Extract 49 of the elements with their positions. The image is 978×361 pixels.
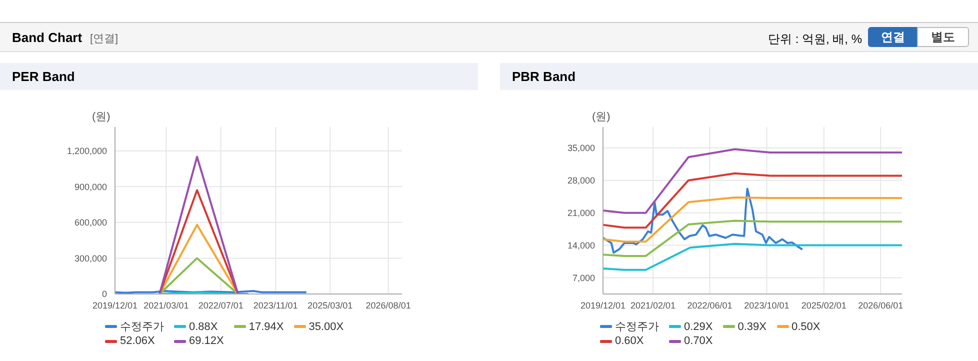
text: 별도: [917, 27, 969, 47]
text: Band Chart: [12, 30, 82, 45]
legend-label: 0.60X: [614, 335, 645, 347]
legend-label: 17.94X: [248, 320, 284, 334]
y-tick-label: 600,000: [74, 218, 107, 228]
text: 연결: [868, 27, 918, 47]
y-tick-label: 0: [102, 289, 107, 300]
x-tick-label: 2019/12/01: [92, 300, 138, 310]
legend-label: 0.50X: [790, 320, 820, 334]
y-tick-label: 7,000: [572, 272, 595, 283]
x-tick-label: 2021/03/01: [144, 300, 189, 310]
line-series: [603, 172, 902, 229]
x-tick-label: 2023/11/01: [253, 300, 298, 310]
y-tick-label: 14,000: [567, 240, 595, 250]
text: 단위 : 억원, 배, %: [768, 31, 862, 48]
y-tick-label: 35,000: [567, 143, 595, 154]
legend-label: 수정주가: [614, 320, 659, 334]
legend-label: 수정주가: [119, 320, 164, 334]
legend-label: 52.06X: [119, 335, 156, 347]
legend-label: 0.88X: [188, 320, 219, 334]
legend-label: 0.39X: [736, 320, 766, 334]
x-tick-label: 2022/06/01: [687, 300, 732, 310]
y-axis-title: (원): [92, 110, 110, 124]
x-tick-label: 2025/02/01: [801, 300, 846, 310]
y-tick-label: 900,000: [74, 182, 107, 192]
x-tick-label: 2021/02/01: [630, 300, 676, 310]
x-tick-label: 2022/07/01: [198, 300, 244, 310]
y-tick-label: 21,000: [567, 208, 595, 218]
text: [연결]: [90, 32, 118, 46]
line-series: [603, 148, 902, 214]
y-tick-label: 300,000: [74, 253, 107, 264]
x-tick-label: 2026/08/01: [366, 300, 411, 310]
y-tick-label: 28,000: [567, 176, 595, 186]
x-tick-label: 2025/03/01: [308, 300, 353, 310]
x-tick-label: 2023/10/01: [744, 300, 790, 310]
line-series: [603, 242, 902, 271]
legend-label: 0.29X: [683, 320, 713, 334]
chart-title: PER Band: [0, 63, 478, 90]
legend-label: 69.12X: [188, 335, 224, 347]
y-tick-label: 1,200,000: [66, 146, 107, 156]
legend-label: 0.70X: [683, 335, 713, 347]
x-tick-label: 2026/06/01: [858, 300, 904, 310]
y-axis-title: (원): [592, 110, 610, 124]
line-series: [603, 196, 902, 243]
line-series: [603, 220, 902, 257]
x-tick-label: 2019/12/01: [580, 300, 626, 310]
legend-label: 35.00X: [308, 320, 344, 334]
chart-title: PBR Band: [500, 63, 978, 90]
line-series: [603, 188, 804, 254]
